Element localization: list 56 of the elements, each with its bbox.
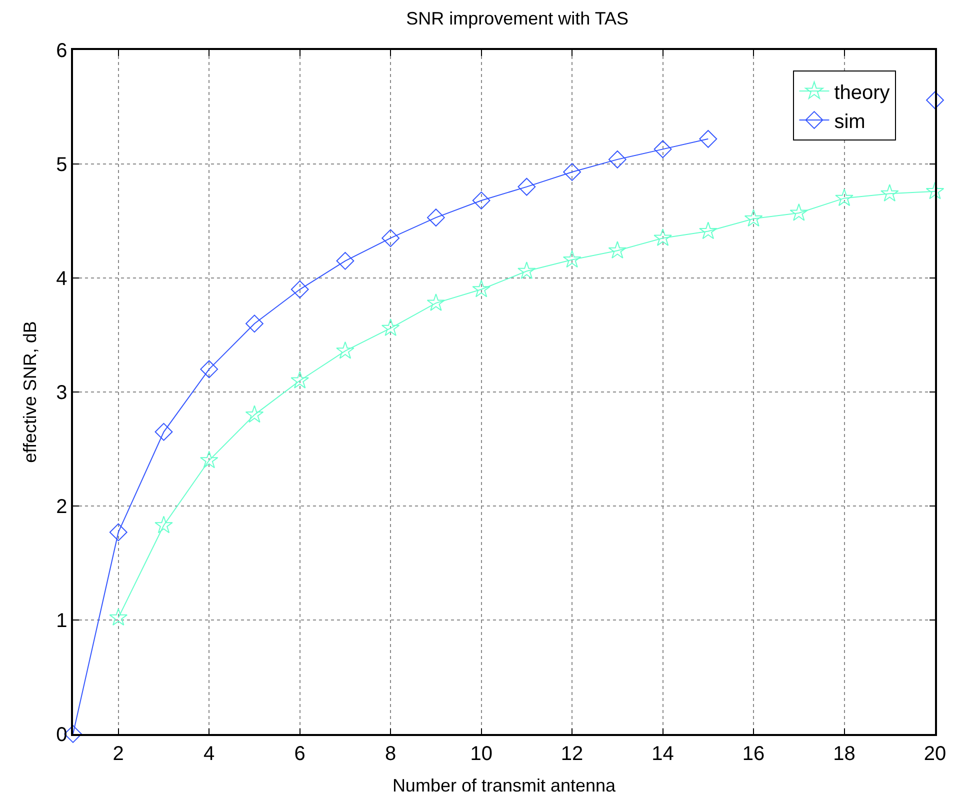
point	[654, 140, 672, 158]
x-tick-label: 6	[294, 742, 306, 765]
point	[154, 422, 173, 441]
point	[472, 280, 490, 298]
point	[926, 91, 944, 110]
point	[154, 516, 173, 534]
y-tick-label: 4	[56, 268, 68, 290]
point	[290, 371, 309, 388]
x-tick-label: 12	[560, 742, 584, 765]
point	[381, 318, 400, 336]
point	[518, 178, 536, 196]
point	[699, 130, 718, 148]
x-axis-title: Number of transmit antenna	[392, 775, 617, 796]
x-tick-label: 4	[204, 742, 215, 765]
point	[290, 280, 309, 298]
point	[200, 450, 218, 468]
y-tick-label: 6	[56, 40, 68, 62]
x-tick-label: 14	[652, 742, 674, 765]
point	[427, 208, 445, 227]
point	[246, 314, 264, 333]
y-tick-label: 2	[56, 496, 68, 518]
point	[245, 405, 264, 423]
y-tick-label: 0	[56, 724, 68, 746]
x-tick-label: 10	[470, 742, 492, 765]
chart-title: SNR improvement with TAS	[406, 8, 629, 29]
point	[608, 241, 627, 258]
point	[109, 608, 128, 626]
point	[563, 163, 581, 181]
point	[200, 360, 218, 378]
point	[790, 203, 808, 221]
point	[336, 341, 354, 359]
legend-label: theory	[834, 82, 890, 104]
x-tick-label: 8	[385, 742, 396, 765]
x-tick-label: 16	[742, 742, 765, 765]
point	[109, 523, 128, 542]
point	[744, 209, 763, 227]
x-tick-label: 20	[924, 742, 946, 765]
point	[654, 228, 672, 246]
y-tick-label: 5	[56, 154, 68, 176]
point	[699, 222, 718, 240]
y-tick-label: 1	[56, 610, 68, 632]
point	[926, 182, 944, 200]
y-axis-title: effective SNR, dB	[20, 321, 40, 463]
x-tick-label: 2	[112, 742, 124, 765]
legend-label: sim	[834, 110, 866, 133]
point	[426, 293, 446, 311]
y-tick-label: 3	[56, 382, 68, 404]
point	[518, 262, 536, 280]
point	[608, 150, 626, 168]
point	[336, 252, 354, 270]
point	[382, 229, 400, 248]
point	[562, 250, 582, 268]
point	[880, 184, 899, 202]
point	[472, 192, 490, 210]
point	[835, 188, 854, 206]
x-tick-label: 18	[833, 742, 856, 765]
